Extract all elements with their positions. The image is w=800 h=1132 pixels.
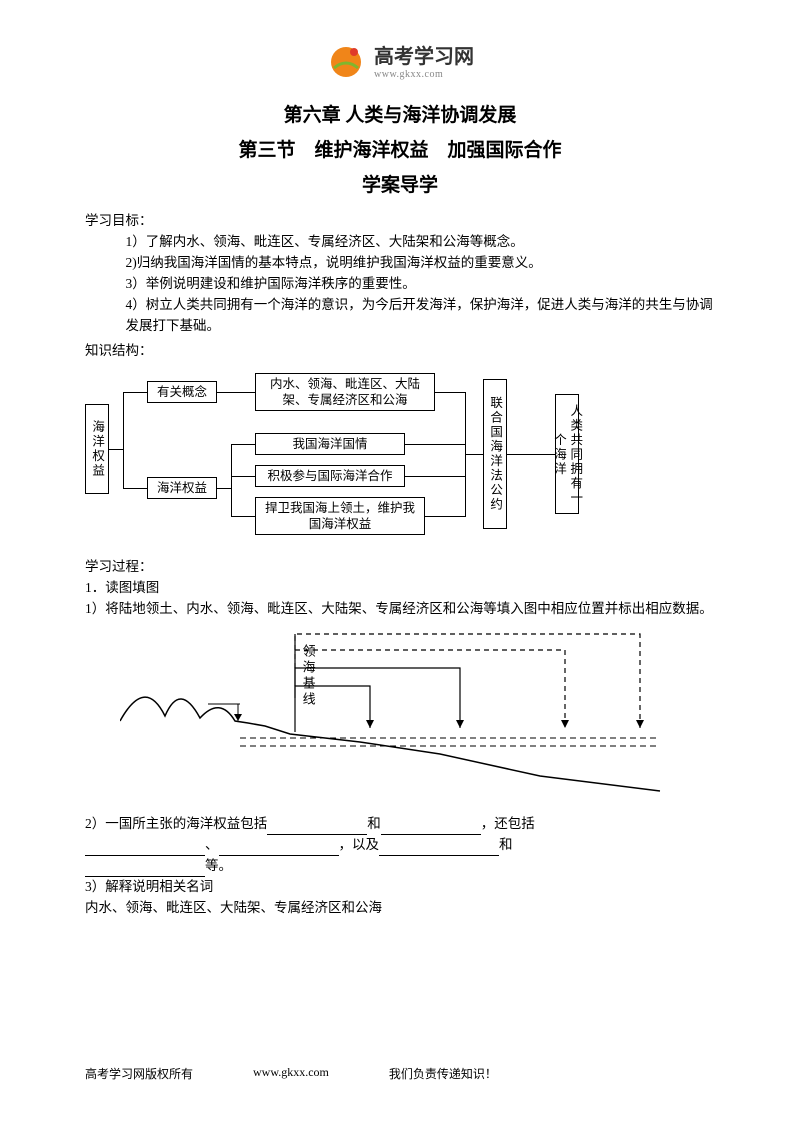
knowledge-structure-diagram: 海洋权益 有关概念 海洋权益 内水、领海、毗连区、大陆架、专属经济区和公海 我国… — [85, 369, 675, 539]
ks-final: 人类共同拥有一个海洋 — [555, 394, 579, 514]
footer-right: 我们负责传递知识！ — [389, 1065, 497, 1082]
logo-main-text: 高考学习网 — [374, 40, 474, 69]
process-heading: 学习过程： — [85, 557, 715, 578]
logo-text: 高考学习网 www.gkxx.com — [374, 40, 474, 80]
step2-mid1: ，还包括 — [481, 816, 535, 831]
ks-leaf3: 积极参与国际海洋合作 — [255, 465, 405, 487]
objective-2: 2)归纳我国海洋国情的基本特点，说明维护我国海洋权益的重要意义。 — [85, 253, 715, 274]
page-footer: 高考学习网版权所有 www.gkxx.com 我们负责传递知识！ — [85, 1065, 715, 1082]
ks-leaf4: 捍卫我国海上领土，维护我国海洋权益 — [255, 497, 425, 535]
ks-concepts: 有关概念 — [147, 381, 217, 403]
footer-left: 高考学习网版权所有 — [85, 1065, 193, 1082]
sea-cross-section-diagram: 领海基线 — [120, 626, 680, 796]
objective-4: 4）树立人类共同拥有一个海洋的意识，为今后开发海洋，保护海洋，促进人类与海洋的共… — [85, 295, 715, 337]
objective-1: 1）了解内水、领海、毗连区、专属经济区、大陆架和公海等概念。 — [85, 232, 715, 253]
step2-and1: 和 — [367, 816, 381, 831]
step2-line2: 、 ，以及 和 — [85, 835, 715, 856]
blank-4 — [219, 842, 339, 856]
chapter-title: 第六章 人类与海洋协调发展 — [85, 100, 715, 127]
objectives-heading: 学习目标： — [85, 211, 715, 232]
step2-and2: 和 — [499, 837, 513, 852]
ks-rights: 海洋权益 — [147, 477, 217, 499]
blank-3 — [85, 842, 205, 856]
section-title: 第三节 维护海洋权益 加强国际合作 — [85, 135, 715, 162]
sea-svg — [120, 626, 680, 796]
logo-header: 高考学习网 www.gkxx.com — [85, 40, 715, 80]
logo-icon — [326, 40, 366, 80]
step2-line3: 等。 — [85, 856, 715, 877]
step1-title: 1．读图填图 — [85, 578, 715, 599]
step2-mid2: ，以及 — [339, 837, 380, 852]
objective-3: 3）举例说明建设和维护国际海洋秩序的重要性。 — [85, 274, 715, 295]
step2-comma: 、 — [205, 837, 219, 852]
step2-prefix: 2）一国所主张的海洋权益包括 — [85, 816, 267, 831]
step1-body: 1）将陆地领土、内水、领海、毗连区、大陆架、专属经济区和公海等填入图中相应位置并… — [85, 599, 715, 620]
step2-end: 等。 — [205, 858, 232, 873]
blank-5 — [379, 842, 499, 856]
footer-mid: www.gkxx.com — [253, 1065, 329, 1082]
ks-un: 联合国海洋法公约 — [483, 379, 507, 529]
ks-root: 海洋权益 — [85, 404, 109, 494]
logo-sub-text: www.gkxx.com — [374, 69, 474, 80]
step3-body: 内水、领海、毗连区、大陆架、专属经济区和公海 — [85, 898, 715, 919]
ks-leaf1: 内水、领海、毗连区、大陆架、专属经济区和公海 — [255, 373, 435, 411]
subtitle: 学案导学 — [85, 170, 715, 197]
structure-heading: 知识结构： — [85, 341, 715, 362]
blank-1 — [267, 821, 367, 835]
ks-leaf2: 我国海洋国情 — [255, 433, 405, 455]
step2-line1: 2）一国所主张的海洋权益包括 和 ，还包括 — [85, 814, 715, 835]
blank-6 — [85, 863, 205, 877]
sea-baseline-label: 领海基线 — [300, 644, 316, 708]
blank-2 — [381, 821, 481, 835]
step3-title: 3）解释说明相关名词 — [85, 877, 715, 898]
